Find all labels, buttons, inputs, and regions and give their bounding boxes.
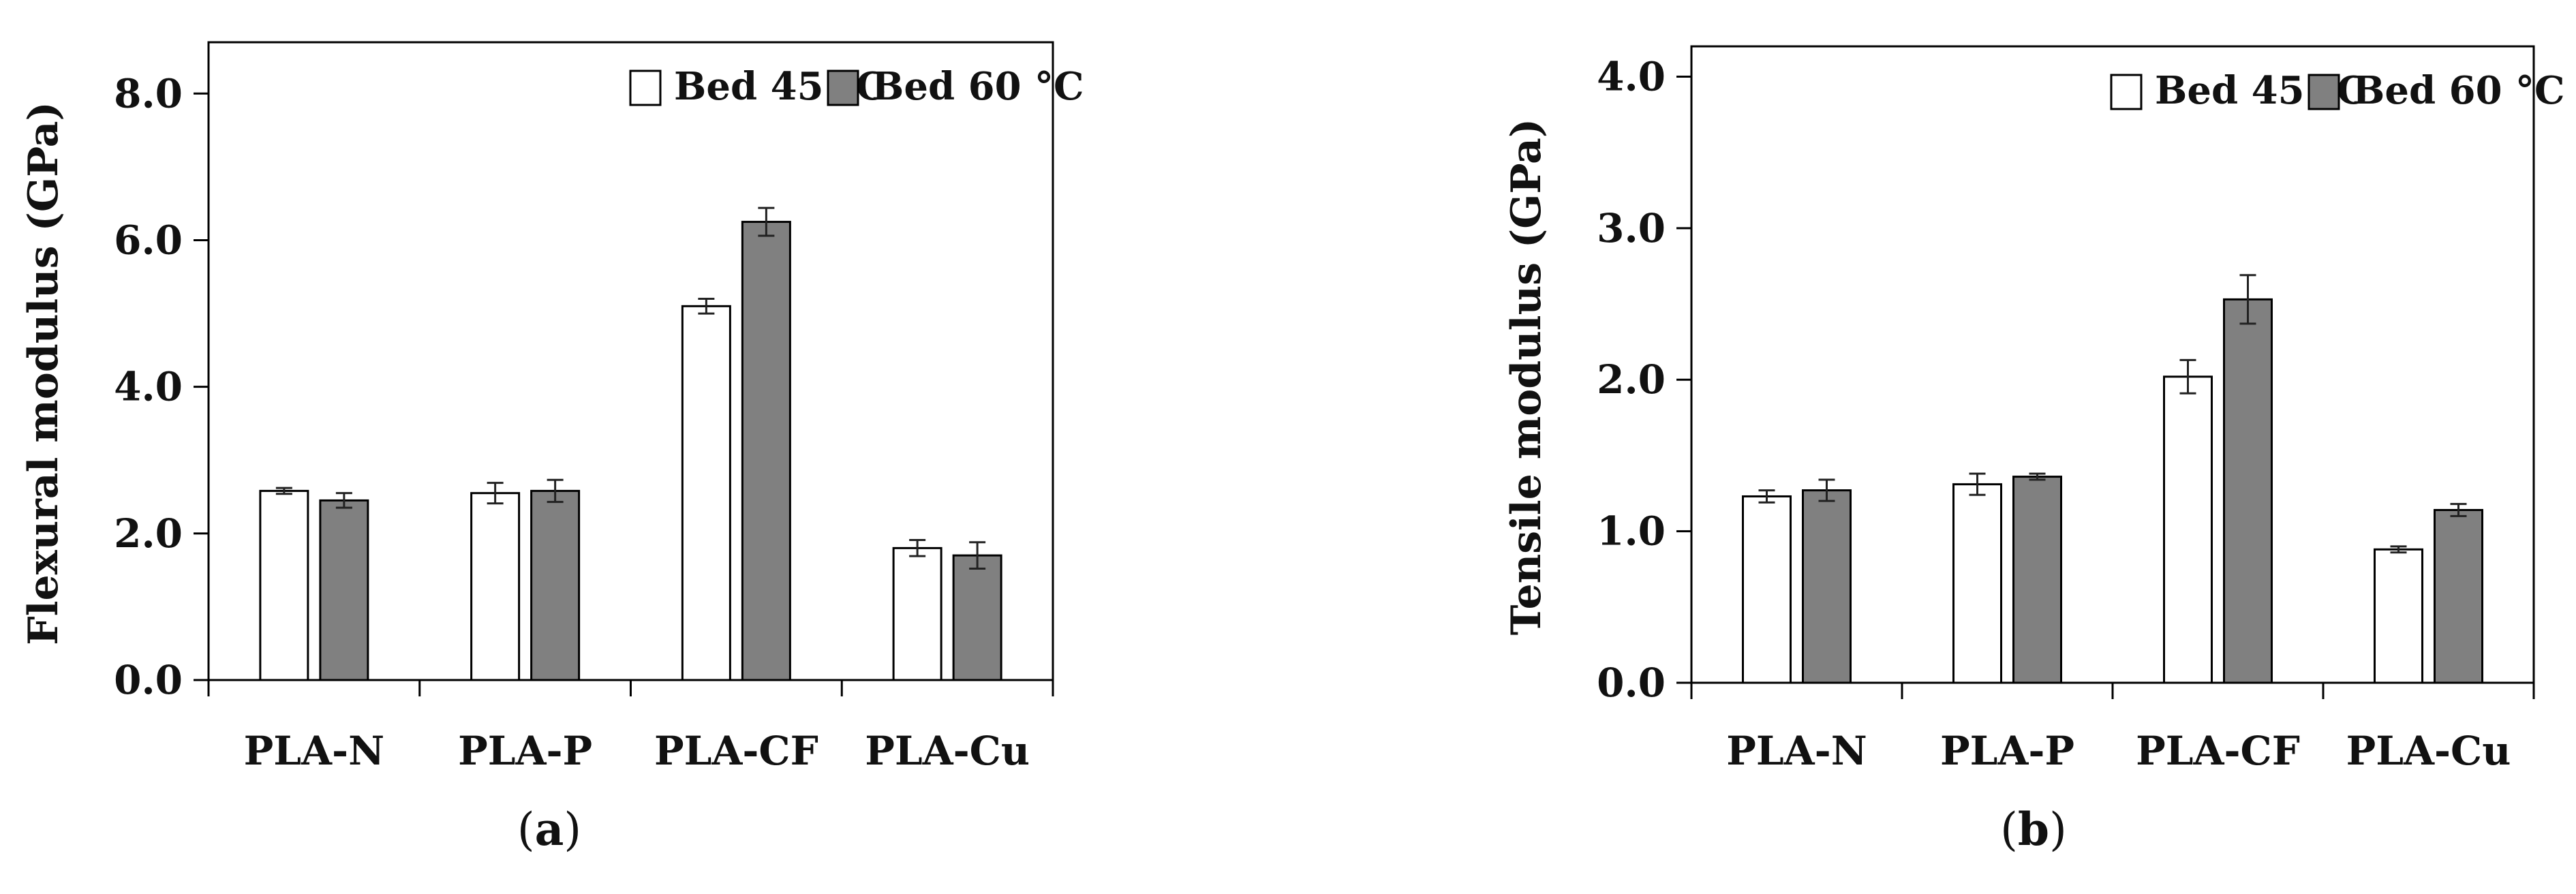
error-bar (909, 539, 926, 557)
panel-b-tensile-chart: 0.0 1.0 2.0 3.0 4.0 Tensile modulus (GPa) PLA-… (1503, 45, 2565, 856)
bar-bed60-pla-n (319, 499, 369, 681)
bar-bed45-pla-n (259, 489, 309, 681)
error-bar (969, 541, 986, 570)
error-bar (2390, 545, 2407, 554)
bar-bed45-pla-n (1742, 495, 1792, 684)
legend-swatch (629, 70, 662, 106)
panel-label: (b) (2000, 803, 2067, 856)
error-bar (698, 298, 715, 315)
y-axis-title: Flexural modulus (GPa) (20, 102, 67, 645)
bar-bed60-pla-cu (2434, 508, 2483, 684)
legend-label: Bed 60 °C (2352, 68, 2565, 113)
legend-swatch (2307, 74, 2340, 110)
legend-swatch (827, 70, 859, 106)
error-bar (2029, 472, 2046, 481)
y-tick-label: 4.0 (1597, 53, 1666, 99)
y-tick-label: 4.0 (114, 364, 183, 410)
category-label: PLA-P (458, 728, 592, 774)
bar-bed60-pla-cf (741, 221, 791, 681)
error-bar (2239, 274, 2256, 325)
category-label: PLA-Cu (865, 728, 1030, 774)
bar-bed45-pla-cf (681, 305, 731, 681)
legend-label: Bed 60 °C (872, 64, 1084, 109)
bar-bed45-pla-p (1952, 483, 2002, 684)
bar-bed60-pla-p (530, 489, 581, 681)
bar-bed60-pla-p (2012, 476, 2062, 684)
bar-bed60-pla-cu (952, 554, 1002, 681)
error-bar (487, 482, 504, 505)
error-bar (547, 478, 564, 504)
y-tick-label: 3.0 (1597, 205, 1666, 251)
category-label: PLA-N (244, 728, 384, 774)
y-tick-label: 0.0 (114, 657, 183, 703)
error-bar (2179, 358, 2196, 395)
bar-bed45-pla-p (470, 492, 521, 681)
category-label: PLA-Cu (2346, 728, 2511, 774)
y-axis-title: Tensile modulus (GPa) (1503, 119, 1550, 636)
error-bar (2450, 503, 2467, 517)
error-bar (758, 206, 775, 237)
category-label: PLA-P (1940, 728, 2074, 774)
bar-bed45-pla-cu (892, 546, 942, 681)
bar-bed60-pla-cf (2223, 298, 2273, 684)
error-bar (1818, 478, 1835, 502)
error-bar (275, 487, 292, 495)
error-bar (1758, 489, 1775, 504)
category-label: PLA-N (1726, 728, 1867, 774)
y-tick-label: 2.0 (1597, 356, 1666, 403)
y-tick-label: 6.0 (114, 217, 183, 263)
bar-bed45-pla-cf (2163, 375, 2213, 684)
bar-bed60-pla-n (1802, 489, 1852, 684)
bar-bed45-pla-cu (2374, 548, 2423, 684)
category-label: PLA-CF (654, 728, 818, 774)
y-tick-label: 8.0 (114, 70, 183, 117)
panel-a-flexural-chart: 0.0 2.0 4.0 6.0 8.0 Flexural modulus (GPa) PLA… (20, 41, 1084, 856)
y-tick-label: 2.0 (114, 510, 183, 557)
legend-swatch (2110, 74, 2143, 110)
error-bar (1969, 472, 1986, 496)
y-tick-label: 1.0 (1597, 508, 1666, 555)
panel-label: (a) (517, 803, 581, 856)
error-bar (335, 492, 352, 509)
y-tick-label: 0.0 (1597, 660, 1666, 706)
category-label: PLA-CF (2136, 728, 2300, 774)
